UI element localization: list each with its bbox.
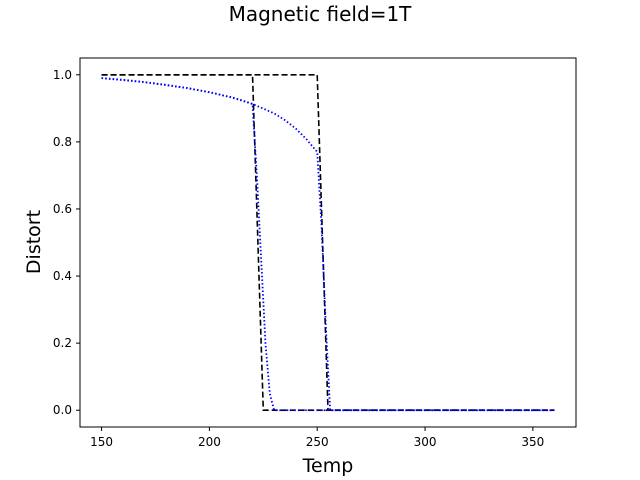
x-axis: 150 200 250 300 350 — [90, 427, 544, 449]
y-tick-label: 0.8 — [53, 135, 72, 149]
y-tick-label: 0.6 — [53, 202, 72, 216]
x-tick-label: 250 — [306, 435, 329, 449]
chart-title: Magnetic field=1T — [229, 2, 413, 26]
y-tick-label: 0.4 — [53, 269, 72, 283]
y-tick-label: 0.0 — [53, 403, 72, 417]
y-tick-label: 1.0 — [53, 68, 72, 82]
x-tick-label: 300 — [414, 435, 437, 449]
y-axis: 0.0 0.2 0.4 0.6 0.8 1.0 — [53, 68, 80, 417]
series-line-4 — [101, 77, 555, 412]
x-tick-label: 200 — [198, 435, 221, 449]
plot-frame — [79, 57, 577, 428]
y-axis-label: Distort — [23, 210, 45, 274]
x-tick-label: 150 — [90, 435, 113, 449]
x-tick-label: 350 — [521, 435, 544, 449]
series-layer — [101, 73, 555, 412]
y-tick-label: 0.2 — [53, 336, 72, 350]
series-line-3 — [101, 77, 555, 412]
x-axis-label: Temp — [302, 455, 354, 477]
